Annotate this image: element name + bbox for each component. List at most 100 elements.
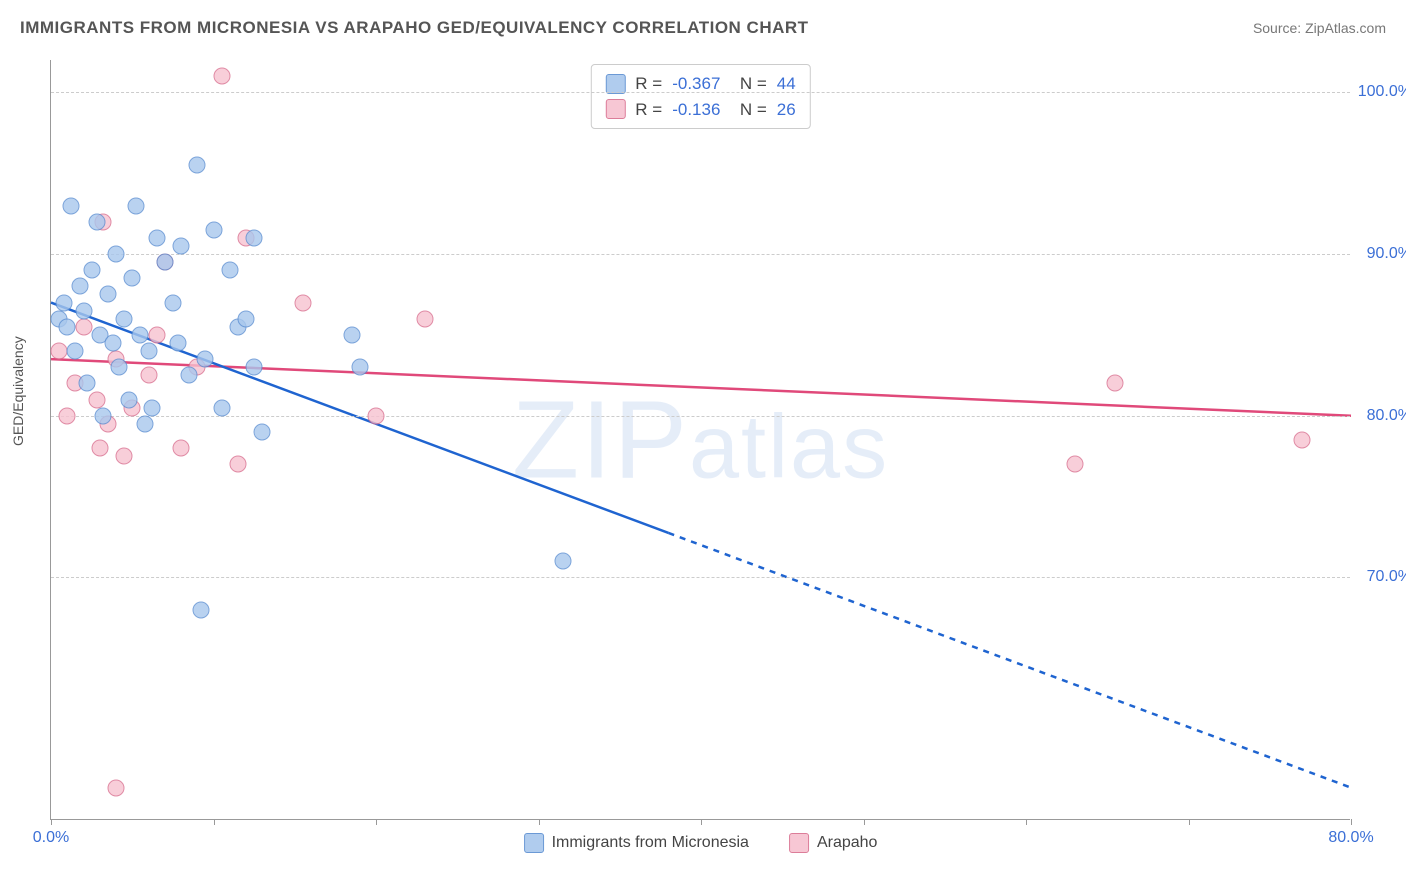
trend-lines-svg bbox=[51, 60, 1350, 819]
gridline-h bbox=[51, 577, 1350, 578]
data-point-blue bbox=[83, 262, 100, 279]
data-point-blue bbox=[108, 246, 125, 263]
legend-label-pink: Arapaho bbox=[817, 834, 878, 852]
legend-series: Immigrants from Micronesia Arapaho bbox=[524, 833, 878, 853]
gridline-h bbox=[51, 92, 1350, 93]
data-point-blue bbox=[132, 326, 149, 343]
data-point-pink bbox=[88, 391, 105, 408]
legend-item-pink: Arapaho bbox=[789, 833, 878, 853]
data-point-blue bbox=[99, 286, 116, 303]
legend-stats: R = -0.367 N = 44 R = -0.136 N = 26 bbox=[590, 64, 810, 129]
data-point-pink bbox=[173, 440, 190, 457]
x-tick-label: 0.0% bbox=[33, 829, 69, 847]
data-point-blue bbox=[78, 375, 95, 392]
data-point-blue bbox=[246, 359, 263, 376]
data-point-blue bbox=[343, 326, 360, 343]
data-point-blue bbox=[254, 423, 271, 440]
data-point-blue bbox=[246, 229, 263, 246]
data-point-pink bbox=[416, 310, 433, 327]
data-point-blue bbox=[189, 157, 206, 174]
chart-header: IMMIGRANTS FROM MICRONESIA VS ARAPAHO GE… bbox=[20, 18, 1386, 38]
data-point-pink bbox=[59, 407, 76, 424]
data-point-blue bbox=[554, 553, 571, 570]
x-tick bbox=[1026, 819, 1027, 825]
chart-title: IMMIGRANTS FROM MICRONESIA VS ARAPAHO GE… bbox=[20, 18, 809, 38]
data-point-blue bbox=[95, 407, 112, 424]
x-tick bbox=[539, 819, 540, 825]
data-point-blue bbox=[197, 351, 214, 368]
stat-n-label: N = bbox=[730, 97, 766, 123]
data-point-blue bbox=[127, 197, 144, 214]
y-tick-label: 70.0% bbox=[1367, 568, 1406, 586]
gridline-h bbox=[51, 416, 1350, 417]
plot-area: ZIPatlas R = -0.367 N = 44 R = -0.136 N … bbox=[50, 60, 1350, 820]
data-point-blue bbox=[205, 221, 222, 238]
data-point-pink bbox=[213, 68, 230, 85]
data-point-pink bbox=[75, 318, 92, 335]
x-tick bbox=[1189, 819, 1190, 825]
data-point-blue bbox=[192, 601, 209, 618]
data-point-blue bbox=[116, 310, 133, 327]
data-point-blue bbox=[181, 367, 198, 384]
data-point-pink bbox=[140, 367, 157, 384]
swatch-blue bbox=[524, 833, 544, 853]
swatch-pink bbox=[789, 833, 809, 853]
data-point-blue bbox=[59, 318, 76, 335]
data-point-blue bbox=[238, 310, 255, 327]
data-point-pink bbox=[1294, 432, 1311, 449]
swatch-pink bbox=[605, 99, 625, 119]
data-point-blue bbox=[88, 213, 105, 230]
data-point-pink bbox=[148, 326, 165, 343]
data-point-blue bbox=[173, 237, 190, 254]
data-point-blue bbox=[221, 262, 238, 279]
data-point-blue bbox=[62, 197, 79, 214]
chart-source: Source: ZipAtlas.com bbox=[1253, 20, 1386, 36]
data-point-blue bbox=[213, 399, 230, 416]
x-tick bbox=[376, 819, 377, 825]
x-tick bbox=[51, 819, 52, 825]
data-point-blue bbox=[104, 334, 121, 351]
data-point-pink bbox=[368, 407, 385, 424]
stat-n-pink: 26 bbox=[777, 97, 796, 123]
stat-r-pink: -0.136 bbox=[672, 97, 720, 123]
data-point-blue bbox=[140, 343, 157, 360]
data-point-blue bbox=[111, 359, 128, 376]
data-point-blue bbox=[137, 415, 154, 432]
legend-stats-row-pink: R = -0.136 N = 26 bbox=[605, 97, 795, 123]
legend-label-blue: Immigrants from Micronesia bbox=[552, 834, 749, 852]
data-point-blue bbox=[56, 294, 73, 311]
gridline-h bbox=[51, 254, 1350, 255]
data-point-blue bbox=[72, 278, 89, 295]
x-tick bbox=[1351, 819, 1352, 825]
data-point-blue bbox=[124, 270, 141, 287]
y-tick-label: 100.0% bbox=[1358, 83, 1406, 101]
data-point-pink bbox=[1107, 375, 1124, 392]
y-axis-label: GED/Equivalency bbox=[10, 336, 26, 446]
data-point-pink bbox=[294, 294, 311, 311]
y-tick-label: 90.0% bbox=[1367, 245, 1406, 263]
data-point-blue bbox=[148, 229, 165, 246]
data-point-blue bbox=[67, 343, 84, 360]
data-point-blue bbox=[121, 391, 138, 408]
x-tick-label: 80.0% bbox=[1328, 829, 1373, 847]
data-point-pink bbox=[91, 440, 108, 457]
data-point-blue bbox=[164, 294, 181, 311]
data-point-pink bbox=[51, 343, 68, 360]
data-point-blue bbox=[156, 254, 173, 271]
stat-r-label: R = bbox=[635, 97, 662, 123]
y-tick-label: 80.0% bbox=[1367, 407, 1406, 425]
data-point-blue bbox=[351, 359, 368, 376]
data-point-blue bbox=[75, 302, 92, 319]
x-tick bbox=[214, 819, 215, 825]
legend-item-blue: Immigrants from Micronesia bbox=[524, 833, 749, 853]
data-point-pink bbox=[1066, 456, 1083, 473]
data-point-pink bbox=[116, 448, 133, 465]
data-point-blue bbox=[169, 334, 186, 351]
swatch-blue bbox=[605, 74, 625, 94]
data-point-pink bbox=[108, 779, 125, 796]
data-point-blue bbox=[143, 399, 160, 416]
watermark: ZIPatlas bbox=[512, 376, 889, 503]
x-tick bbox=[701, 819, 702, 825]
x-tick bbox=[864, 819, 865, 825]
data-point-pink bbox=[229, 456, 246, 473]
